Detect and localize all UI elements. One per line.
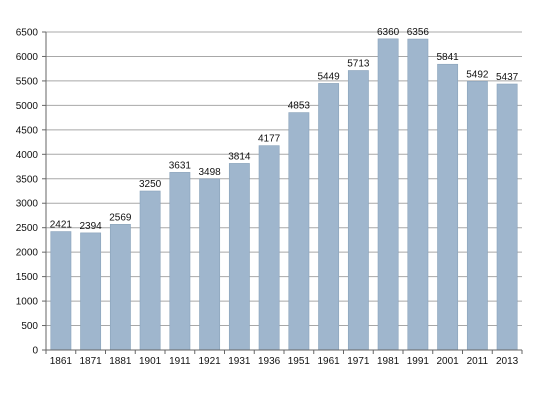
bar — [407, 38, 429, 351]
data-label: 3814 — [228, 151, 251, 162]
bar — [109, 224, 131, 351]
y-axis-tick-labels: 0 500 1000 1500 2000 2500 3000 3500 4000 4500 5000… — [16, 28, 39, 357]
data-label: 3250 — [139, 179, 162, 190]
bar — [288, 112, 310, 351]
y-tick-label: 3500 — [16, 174, 39, 185]
y-tick-label: 500 — [21, 321, 38, 332]
bar — [169, 172, 191, 351]
data-label: 3631 — [169, 160, 192, 171]
x-axis-tick-labels: 1861 1871 1881 1901 1911 1921 1931 1936 1951 1961… — [50, 356, 519, 367]
y-tick-label: 6500 — [16, 28, 39, 39]
y-tick-label: 3000 — [16, 199, 39, 210]
bars — [50, 38, 518, 351]
x-tick-label: 1911 — [169, 356, 191, 367]
y-tick-label: 1000 — [16, 297, 39, 308]
x-tick-label: 1961 — [318, 356, 341, 367]
x-tick-label: 1881 — [109, 356, 132, 367]
y-tick-label: 0 — [32, 346, 38, 357]
bar — [466, 81, 488, 351]
x-tick-label: 1981 — [377, 356, 400, 367]
data-label: 6356 — [407, 27, 430, 38]
bar — [139, 190, 161, 351]
y-tick-label: 6000 — [16, 52, 39, 63]
data-label: 4853 — [288, 101, 311, 112]
data-label: 3498 — [199, 167, 222, 178]
bar — [437, 63, 459, 351]
y-tick-label: 1500 — [16, 272, 39, 283]
x-tick-label: 1871 — [80, 356, 103, 367]
bar — [347, 70, 369, 351]
bar — [258, 145, 280, 351]
y-tick-label: 4000 — [16, 150, 39, 161]
x-tick-label: 1931 — [228, 356, 251, 367]
data-label: 5449 — [318, 71, 341, 82]
x-tick-label: 2001 — [437, 356, 460, 367]
bar — [50, 231, 72, 351]
data-labels: 2421 2394 2569 3250 3631 3498 3814 4177 4853 5449… — [50, 27, 519, 232]
y-tick-label: 4500 — [16, 125, 39, 136]
x-tick-label: 1901 — [139, 356, 162, 367]
bar — [318, 83, 340, 351]
data-label: 2394 — [80, 221, 103, 232]
x-tick-label: 1921 — [199, 356, 222, 367]
x-tick-label: 2011 — [467, 356, 489, 367]
x-tick-label: 1971 — [347, 356, 370, 367]
data-label: 4177 — [258, 134, 281, 145]
bar — [496, 83, 518, 351]
axes — [42, 31, 523, 354]
data-label: 5437 — [496, 72, 519, 83]
data-label: 2421 — [50, 220, 73, 231]
x-tick-label: 1951 — [288, 356, 311, 367]
y-tick-label: 5500 — [16, 76, 39, 87]
data-label: 2569 — [109, 212, 132, 223]
data-label: 5841 — [437, 52, 460, 63]
data-label: 6360 — [377, 27, 400, 38]
y-tick-label: 5000 — [16, 101, 39, 112]
x-tick-label: 1861 — [50, 356, 73, 367]
bar — [228, 163, 250, 351]
y-tick-label: 2500 — [16, 223, 39, 234]
data-label: 5713 — [347, 59, 370, 70]
bar — [377, 38, 399, 351]
y-tick-label: 2000 — [16, 248, 39, 259]
bar — [199, 178, 221, 351]
bar — [80, 232, 102, 351]
x-tick-label: 2013 — [496, 356, 519, 367]
x-tick-label: 1936 — [258, 356, 281, 367]
data-label: 5492 — [466, 69, 489, 80]
x-tick-label: 1991 — [407, 356, 430, 367]
